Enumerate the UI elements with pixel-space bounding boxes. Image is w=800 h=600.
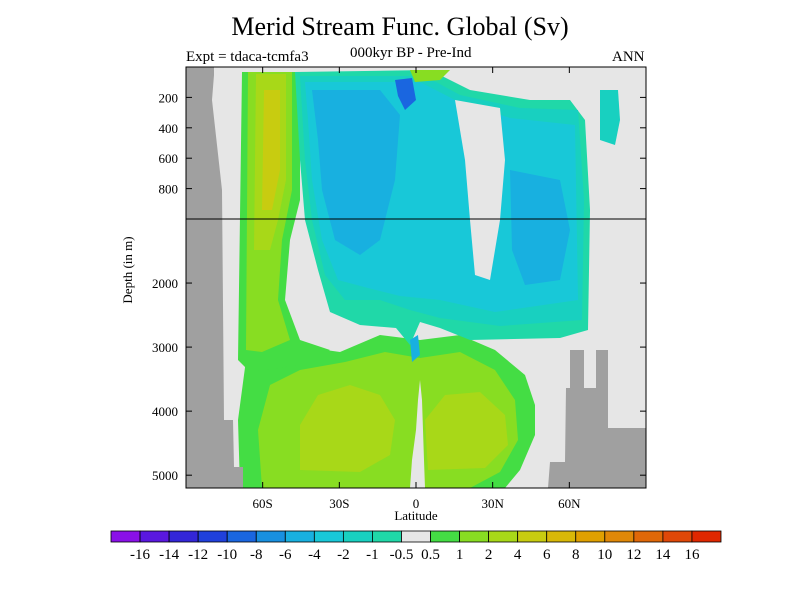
arctic-patch [600,90,620,145]
colorbar-swatch [691,530,722,543]
lower-cell-core-west [300,385,395,472]
experiment-label: Expt = tdaca-tcmfa3 [186,49,309,65]
colorbar-swatch [197,530,228,543]
x-tick-label: 30S [329,496,349,511]
colorbar-label: -0.5 [390,547,414,563]
x-axis: 60S 30S 0 30N 60N [253,67,581,511]
colorbar-label: -12 [188,547,208,563]
contour-field [186,67,646,488]
y-tick-label: 5000 [152,468,178,483]
colorbar-label: 14 [655,547,671,563]
colorbar-label: 8 [572,547,580,563]
colorbar-swatch [139,530,170,543]
lower-cell-core-east [425,392,508,470]
equatorial-negative-patch [410,335,420,362]
colorbar-label: 12 [626,547,641,563]
chart-title: Merid Stream Func. Global (Sv) [231,12,569,41]
colorbar-label: -4 [308,547,321,563]
colorbar-label: 6 [543,547,551,563]
colorbar-swatch [575,530,606,543]
colorbar-swatch [430,530,460,543]
colorbar-swatch [488,530,519,543]
x-tick-label: 60S [253,496,273,511]
x-tick-label: 30N [481,496,504,511]
colorbar-swatch [226,530,257,543]
surface-negative-patch [395,78,416,110]
colorbar-label: -10 [217,547,237,563]
x-tick-label: 60N [558,496,581,511]
colorbar-swatch [313,530,344,543]
atlantic-cell-core-west [312,90,400,255]
northern-topography [548,350,646,488]
colorbar-label: -16 [130,547,150,563]
y-tick-label: 200 [159,90,179,105]
colorbar-swatch [662,530,693,543]
colorbar-label: -6 [279,547,292,563]
colorbar-swatch [255,530,286,543]
colorbar-swatch [342,530,373,543]
period-label: 000kyr BP - Pre-Ind [350,45,472,61]
colorbar-swatch [633,530,664,543]
colorbar-swatch [546,530,577,543]
colorbar-swatch [284,530,315,543]
colorbar-label: -8 [250,547,263,563]
season-label: ANN [612,49,645,65]
colorbar-label: 16 [684,547,700,563]
atlantic-cell-notch [455,100,505,280]
lower-cell-gap [410,380,425,488]
colorbar-swatch [459,530,490,543]
antarctica-land [186,67,243,488]
colorbar-label: 2 [485,547,493,563]
colorbar-label: -1 [366,547,379,563]
colorbar-swatch [401,530,431,543]
y-tick-label: 2000 [152,276,178,291]
y-tick-label: 400 [159,121,179,136]
x-axis-label: Latitude [394,508,438,523]
x-tick-label: 0 [413,496,420,511]
y-tick-label: 3000 [152,340,178,355]
colorbar-label: 10 [597,547,612,563]
colorbar-label: 1 [456,547,464,563]
y-tick-label: 4000 [152,404,178,419]
colorbar-swatch [604,530,635,543]
colorbar-label: -14 [159,547,179,563]
colorbar-label: 0.5 [421,547,440,563]
colorbar-swatch [168,530,199,543]
y-axis-label: Depth (in m) [120,236,135,303]
colorbar-swatch [517,530,548,543]
surface-positive-patch [410,70,450,82]
colorbar-label: 4 [514,547,522,563]
southern-column-max [262,90,280,210]
colorbar-label: -2 [337,547,350,563]
atlantic-cell-core-east [510,170,570,285]
colorbar: -16 -14 -12 -10 -8 -6 -4 -2 -1 -0.5 0.5 1 2 4 6 8 10 12 14… [110,530,722,563]
colorbar-swatch [372,530,402,543]
y-tick-label: 800 [159,182,179,197]
y-tick-label: 600 [159,151,179,166]
y-axis: 200 400 600 800 2000 3000 4000 5000 [152,90,646,483]
colorbar-swatch [110,530,141,543]
